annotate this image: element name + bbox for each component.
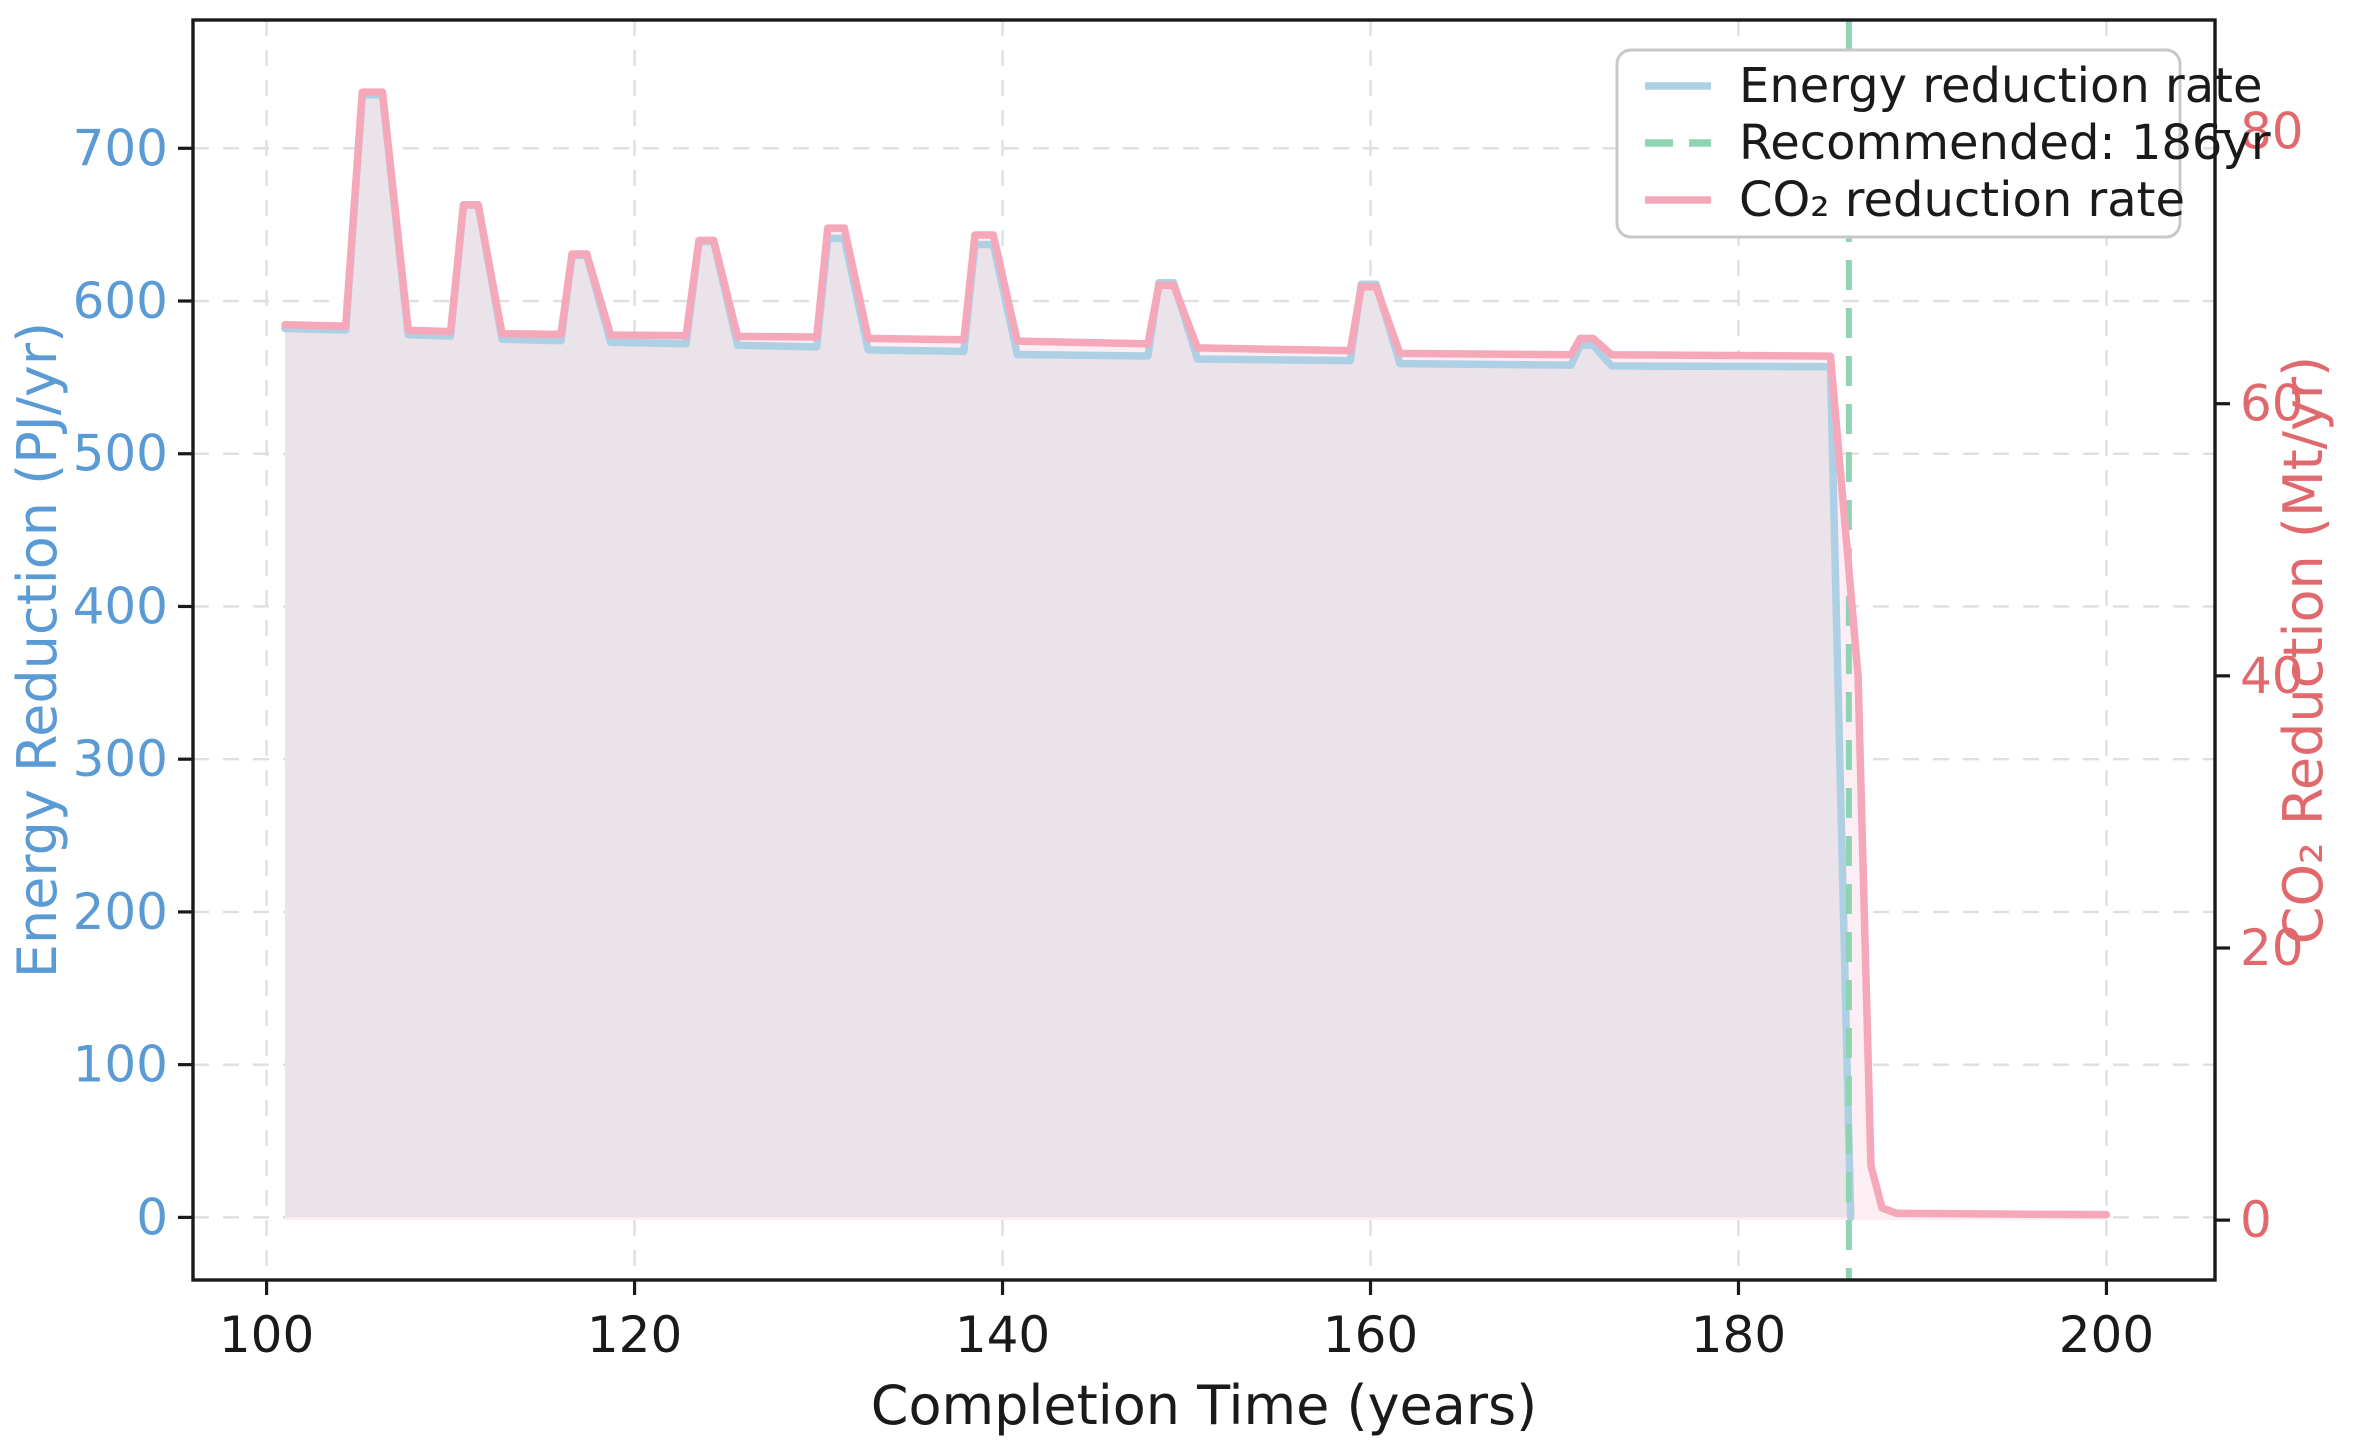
y-right-tick-label: 60	[2240, 375, 2304, 433]
co2-line	[281, 88, 2111, 1219]
legend-box	[1615, 48, 2182, 239]
x-tick-label: 200	[2059, 1306, 2154, 1364]
x-tick-label: 140	[955, 1306, 1050, 1364]
y-left-tick-label: 300	[73, 730, 168, 788]
legend-label-2: Recommended: 186yr	[1739, 115, 2271, 171]
plot-border	[191, 18, 2217, 1282]
x-tick-label: 180	[1691, 1306, 1786, 1364]
y-right-tick-label: 20	[2240, 919, 2304, 977]
y-left-tick-label: 0	[136, 1188, 168, 1246]
legend-label-3: CO₂ reduction rate	[1739, 172, 2185, 228]
y-left-axis-title: Energy Reduction (PJ/yr)	[6, 322, 69, 978]
y-left-tick-label: 400	[73, 577, 168, 635]
y-left-tick-label: 700	[73, 119, 168, 177]
x-tick-label: 100	[219, 1306, 314, 1364]
y-left-tick-label: 600	[73, 272, 168, 330]
x-axis-title: Completion Time (years)	[871, 1374, 1538, 1437]
y-left-tick-label: 500	[73, 425, 168, 483]
x-tick-label: 120	[587, 1306, 682, 1364]
legend-label-1: Energy reduction rate	[1739, 58, 2263, 114]
y-left-tick-label: 200	[73, 883, 168, 941]
x-tick-label: 160	[1323, 1306, 1418, 1364]
y-left-tick-label: 100	[73, 1036, 168, 1094]
energy-fill-area	[284, 94, 1851, 1218]
y-right-axis-title: CO₂ Reduction (Mt/yr)	[2272, 356, 2335, 944]
y-right-tick-label: 80	[2240, 103, 2304, 161]
y-right-tick-label: 40	[2240, 647, 2304, 705]
y-right-tick-label: 0	[2240, 1191, 2272, 1249]
